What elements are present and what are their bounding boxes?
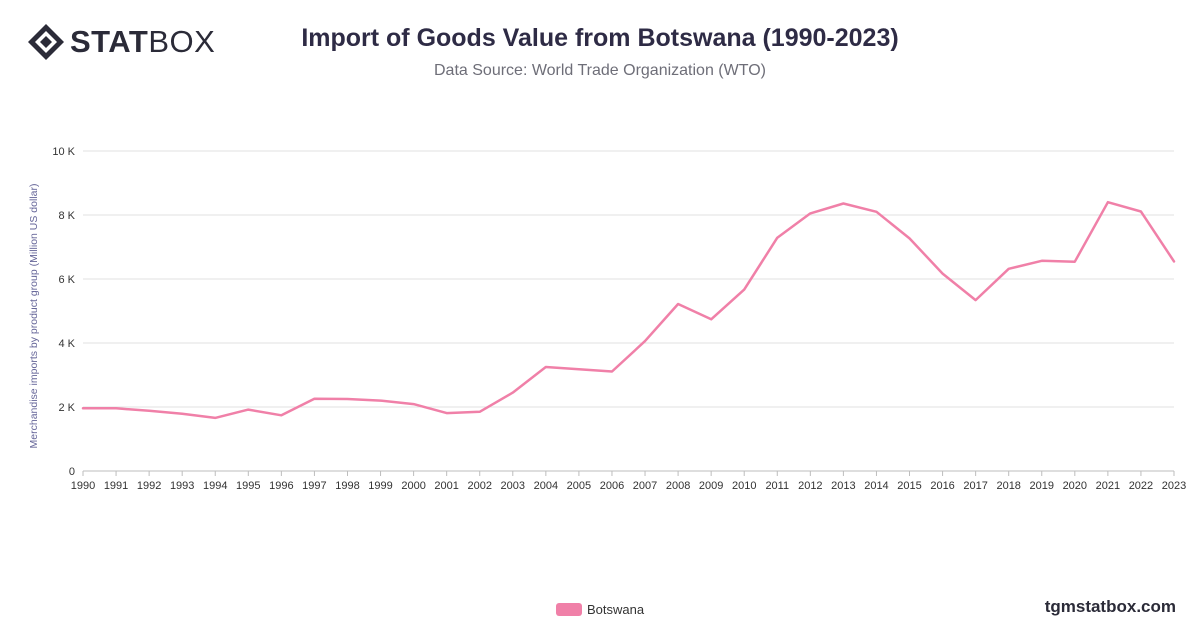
y-tick-label: 8 K [58,210,75,222]
x-tick-label: 2021 [1096,480,1120,492]
x-tick-label: 2003 [501,480,525,492]
data-point[interactable] [213,415,218,420]
x-tick-label: 1999 [368,480,392,492]
data-point[interactable] [147,408,152,413]
data-point[interactable] [709,317,714,322]
data-point[interactable] [444,411,449,416]
x-tick-label: 1993 [170,480,194,492]
data-point[interactable] [940,271,945,276]
x-tick-label: 2015 [897,480,921,492]
x-tick-label: 2016 [930,480,954,492]
data-point[interactable] [411,402,416,407]
x-tick-label: 2001 [434,480,458,492]
series-group [81,200,1177,420]
series-line-botswana[interactable] [81,200,1176,420]
y-tick-label: 10 K [52,146,75,158]
data-point[interactable] [180,411,185,416]
x-tick-label: 1995 [236,480,260,492]
x-tick-label: 2011 [765,480,789,492]
x-tick-label: 2017 [963,480,987,492]
x-tick-label: 2010 [732,480,756,492]
data-point[interactable] [510,390,515,395]
data-point[interactable] [81,406,86,411]
y-axis-ticks: 0 2 K 4 K 6 K 8 K 10 K [52,146,75,478]
x-tick-label: 2012 [798,480,822,492]
x-tick-label: 2014 [864,480,888,492]
x-tick-label: 1991 [104,480,128,492]
data-point[interactable] [1105,200,1110,205]
y-axis-label: Merchandise imports by product group (Mi… [28,184,40,449]
x-tick-label: 2006 [600,480,624,492]
data-point[interactable] [1039,258,1044,263]
data-point[interactable] [1072,259,1077,264]
y-tick-label: 4 K [58,338,75,350]
data-point[interactable] [543,365,548,370]
y-tick-label: 6 K [58,274,75,286]
data-point[interactable] [841,201,846,206]
y-tick-label: 2 K [58,402,75,414]
data-point[interactable] [643,339,648,344]
statbox-logo[interactable]: STATBOX [26,22,215,62]
data-point[interactable] [114,406,119,411]
x-tick-label: 1992 [137,480,161,492]
x-tick-label: 2023 [1162,480,1186,492]
data-point[interactable] [576,367,581,372]
logo-text-bold: STAT [70,24,149,59]
x-tick-label: 1996 [269,480,293,492]
chart-title: Import of Goods Value from Botswana (199… [301,24,899,52]
data-point[interactable] [1006,266,1011,271]
data-point[interactable] [874,209,879,214]
site-watermark[interactable]: tgmstatbox.com [1044,597,1176,616]
y-tick-label: 0 [69,466,75,478]
x-tick-label: 2020 [1063,480,1087,492]
data-point[interactable] [907,236,912,241]
x-axis-ticks: 1990 1991 1992 1993 1994 1995 1996 1997 1998 1999… [71,471,1186,492]
data-point[interactable] [378,398,383,403]
data-point[interactable] [808,211,813,216]
x-tick-label: 2005 [567,480,591,492]
x-tick-label: 2008 [666,480,690,492]
legend-label: Botswana [586,602,645,617]
chart-legend[interactable]: Botswana [0,602,1200,617]
x-tick-label: 2007 [633,480,657,492]
x-tick-label: 1990 [71,480,95,492]
data-point[interactable] [246,407,251,412]
data-point[interactable] [973,298,978,303]
data-point[interactable] [676,301,681,306]
logo-wordmark: STATBOX [70,22,215,62]
chart-subtitle: Data Source: World Trade Organization (W… [434,62,766,79]
grid-lines [83,150,1174,472]
data-point[interactable] [775,235,780,240]
x-tick-label: 1994 [203,480,227,492]
data-point[interactable] [279,413,284,418]
x-tick-label: 1997 [302,480,326,492]
diamond-logo-icon [28,24,64,60]
legend-swatch [555,603,582,616]
data-point[interactable] [1138,209,1143,214]
x-tick-label: 2019 [1030,480,1054,492]
x-tick-label: 2004 [534,480,558,492]
data-point[interactable] [609,369,614,374]
x-tick-label: 2000 [401,480,425,492]
data-point[interactable] [477,409,482,414]
x-tick-label: 2013 [831,480,855,492]
data-point[interactable] [312,396,317,401]
data-point[interactable] [1172,259,1177,264]
x-tick-label: 1998 [335,480,359,492]
x-tick-label: 2022 [1129,480,1153,492]
data-point[interactable] [345,397,350,402]
logo-text-light: BOX [148,24,216,59]
data-point[interactable] [742,287,747,292]
x-tick-label: 2018 [996,480,1020,492]
x-tick-label: 2009 [699,480,723,492]
x-tick-label: 2002 [467,480,491,492]
